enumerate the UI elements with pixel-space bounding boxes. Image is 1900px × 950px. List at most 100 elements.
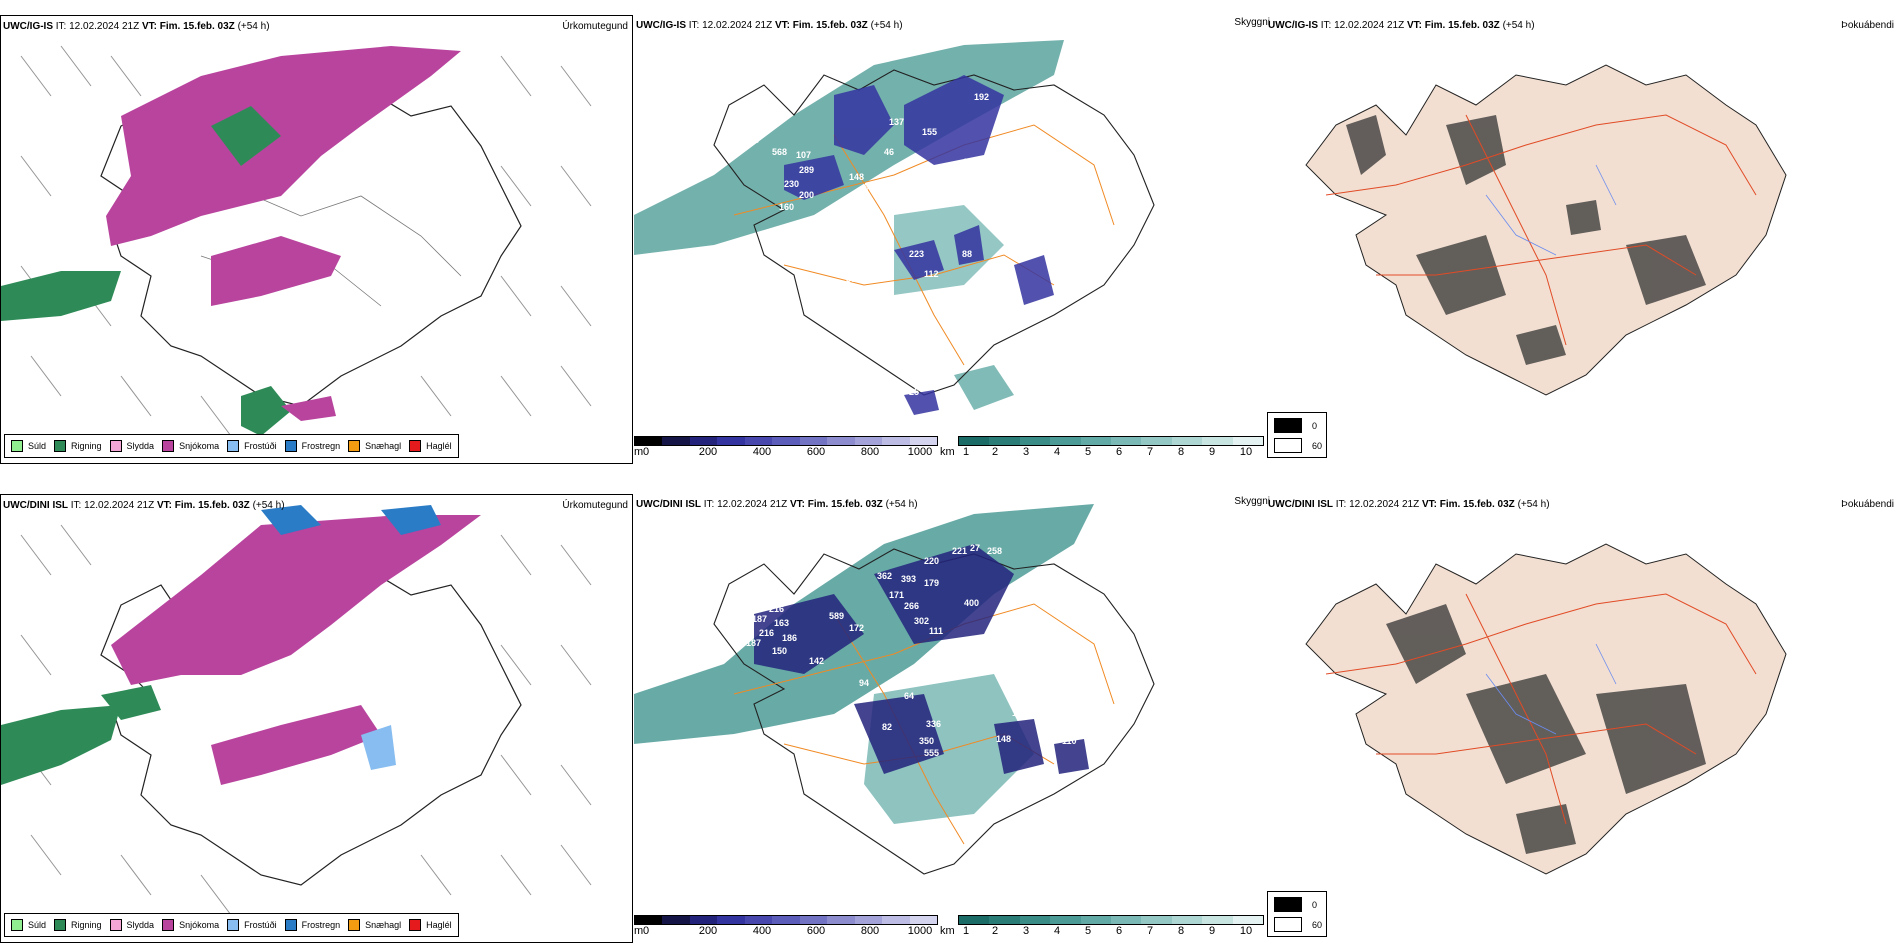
tick-label: 800 [860,446,880,458]
tick-label: 400 [752,446,772,458]
legend-item: Snjókoma [162,440,219,452]
legend-item: Frostregn [284,440,340,452]
visibility-unit: km [940,925,955,937]
svg-text:120: 120 [884,866,899,876]
svg-text:187: 187 [746,638,761,648]
svg-text:216: 216 [769,604,784,614]
precip-type-legend-bottom: Súld Rigning Slydda Snjókoma Frostúði Fr… [4,913,459,937]
legend-item: Rigning [54,919,102,931]
fog-legend-bottom: 0 60 [1267,891,1327,937]
tick-label: 4 [1053,925,1061,937]
legend-item: Slydda [109,919,154,931]
tick-label: 7 [1146,446,1154,458]
svg-text:223: 223 [909,249,924,259]
svg-text:179: 179 [924,578,939,588]
svg-text:111: 111 [929,626,943,636]
legend-item: Frostúði [227,440,277,452]
fog-panel-top: UWC/IG-IS IT: 12.02.2024 21Z VT: Fim. 15… [1266,15,1900,464]
tick-label: 2 [991,446,999,458]
visibility-colorbar-bottom: 1 2 3 4 5 6 7 8 9 10 km [940,915,1264,937]
svg-text:171: 171 [889,590,904,600]
tick-label: 9 [1208,925,1216,937]
svg-text:88: 88 [962,249,972,259]
svg-text:369: 369 [794,235,809,245]
svg-text:302: 302 [914,616,929,626]
tick-label: 5 [1084,925,1092,937]
svg-text:155: 155 [922,127,937,137]
tick-label: 2 [991,925,999,937]
svg-text:57: 57 [846,274,856,284]
tick-label: 1000 [907,925,933,937]
ceiling-colorbar-bottom: 0 200 400 600 800 1000 m [634,915,938,937]
panel-label-fog-bottom: Þokuábendi [1841,499,1894,510]
legend-item: Haglél [409,919,452,931]
fog-panel-bottom: UWC/DINI ISL IT: 12.02.2024 21Z VT: Fim.… [1266,494,1900,943]
svg-text:46: 46 [884,147,894,157]
tick-label: 1000 [907,446,933,458]
panel-title-top-1: UWC/IG-IS IT: 12.02.2024 21Z VT: Fim. 15… [3,21,270,32]
visibility-panel-bottom: 221 27 258 220 362 393 179 171 266 400 2… [634,494,1270,943]
svg-text:112: 112 [924,269,939,279]
svg-text:192: 192 [974,92,989,102]
tick-label: 6 [1115,925,1123,937]
tick-label: 200 [698,446,718,458]
svg-text:148: 148 [849,172,864,182]
tick-label: 1 [962,925,970,937]
legend-item: Súld [11,919,46,931]
fog-legend-top: 0 60 [1267,412,1327,458]
svg-text:94: 94 [864,182,874,192]
svg-text:568: 568 [772,147,787,157]
panel-label-visibility-bottom: Skyggni [1234,496,1270,507]
svg-text:289: 289 [799,165,814,175]
svg-text:137: 137 [889,117,904,127]
fog-map-bottom [1305,543,1787,875]
svg-text:160: 160 [779,202,794,212]
svg-text:230: 230 [784,179,799,189]
fog-map-top [1305,64,1787,396]
legend-item: Haglél [409,440,452,452]
svg-text:221: 221 [952,546,967,556]
legend-item: Frostúði [227,919,277,931]
visibility-map-bottom: 221 27 258 220 362 393 179 171 266 400 2… [634,504,1155,891]
svg-text:25: 25 [909,387,919,397]
tick-label: 5 [1084,446,1092,458]
svg-text:94: 94 [859,678,869,688]
tick-label: 600 [806,925,826,937]
ceiling-unit: m [634,925,644,937]
legend-item: Snjókoma [162,919,219,931]
precip-type-map-top [1,45,592,437]
legend-item: Frostregn [284,919,340,931]
rain-area [1,271,121,321]
tick-label: 400 [752,925,772,937]
snow-area [111,515,481,685]
panel-title-bottom-3: UWC/DINI ISL IT: 12.02.2024 21Z VT: Fim.… [1268,499,1550,510]
panel-title-bottom-2: UWC/DINI ISL IT: 12.02.2024 21Z VT: Fim.… [636,499,918,510]
panel-title-top-2: UWC/IG-IS IT: 12.02.2024 21Z VT: Fim. 15… [636,20,903,31]
panel-title-bottom-1: UWC/DINI ISL IT: 12.02.2024 21Z VT: Fim.… [3,500,285,511]
svg-text:172: 172 [849,623,864,633]
legend-item: Snæhagl [348,919,401,931]
svg-text:116: 116 [759,232,774,242]
iceland-outline [713,69,1155,396]
tick-label: 3 [1022,446,1030,458]
svg-text:350: 350 [919,736,934,746]
svg-text:148: 148 [996,734,1011,744]
svg-text:362: 362 [877,571,892,581]
precip-type-panel-top: UWC/IG-IS IT: 12.02.2024 21Z VT: Fim. 15… [0,15,633,464]
tick-label: 3 [1022,925,1030,937]
ceiling-colorbar-top: 0 200 400 600 800 1000 m [634,436,938,458]
tick-label: 10 [1239,925,1253,937]
svg-text:110: 110 [1062,736,1077,746]
visibility-panel-top: 192 258 568 107 289 230 200 160 116 369 … [634,15,1270,464]
tick-label: 6 [1115,446,1123,458]
svg-text:107: 107 [796,150,811,160]
svg-text:127: 127 [949,187,964,197]
tick-label: 9 [1208,446,1216,458]
panel-label-visibility-top: Skyggni [1234,17,1270,28]
svg-text:180: 180 [884,177,899,187]
tick-label: 4 [1053,446,1061,458]
tick-label: 0 [642,925,650,937]
svg-text:208: 208 [979,651,994,661]
rain-area [1,705,121,785]
svg-text:258: 258 [987,546,1002,556]
